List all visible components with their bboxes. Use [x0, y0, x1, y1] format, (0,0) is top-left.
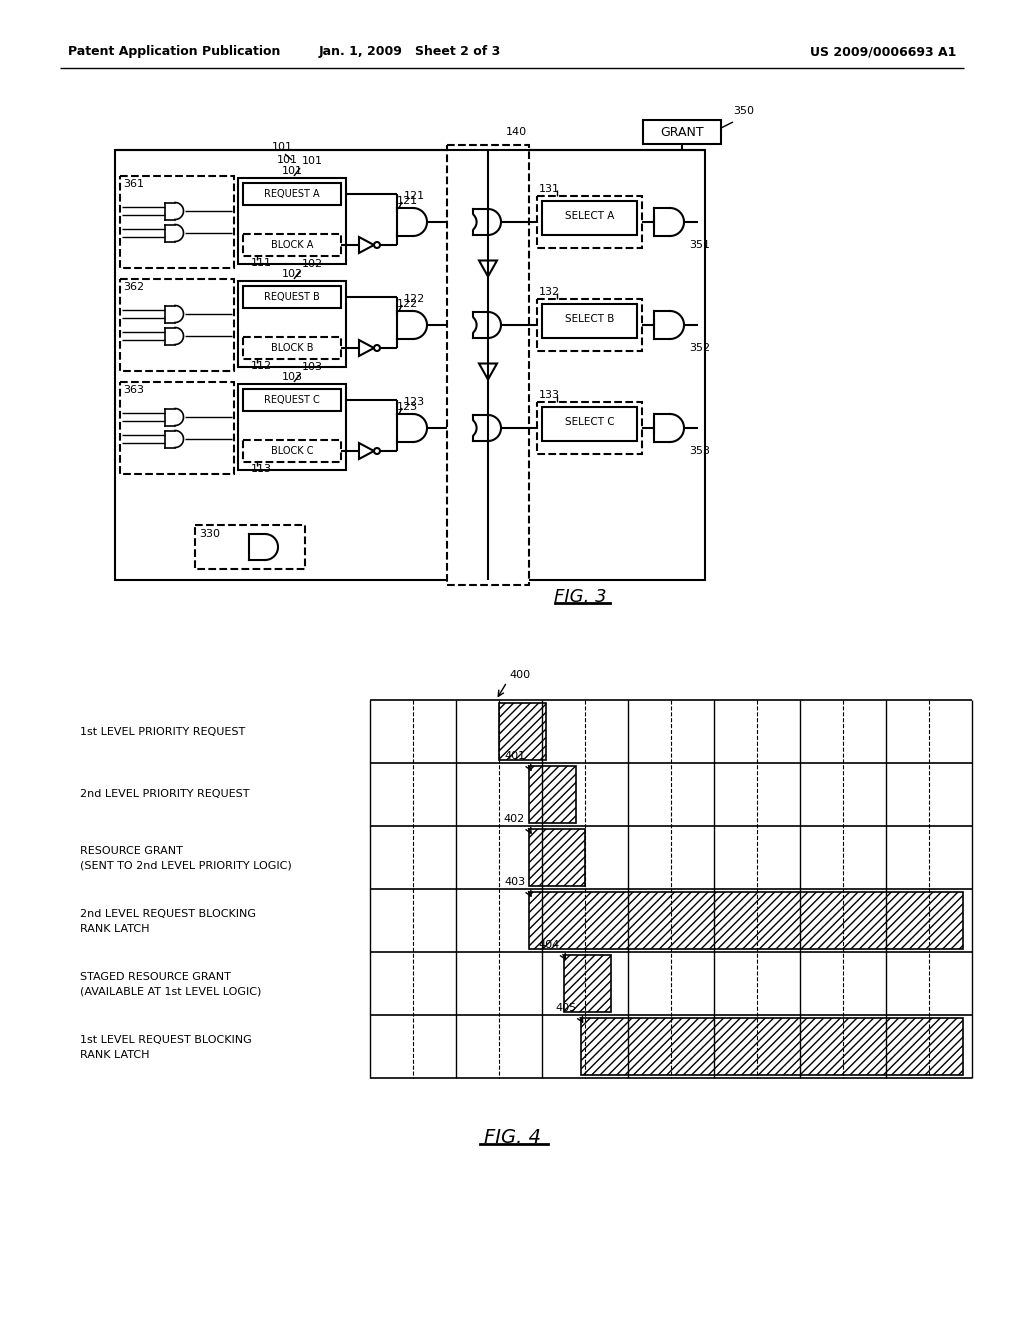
Text: 103: 103	[302, 362, 323, 372]
Bar	[243, 183, 341, 205]
Text: FIG. 4: FIG. 4	[483, 1129, 541, 1147]
Text: 404: 404	[539, 940, 559, 950]
Text: BLOCK B: BLOCK B	[270, 343, 313, 352]
Text: 102: 102	[282, 269, 302, 279]
Text: 113: 113	[251, 465, 272, 474]
Text: US 2009/0006693 A1: US 2009/0006693 A1	[810, 45, 956, 58]
Text: 131: 131	[539, 183, 560, 194]
Text: Jan. 1, 2009   Sheet 2 of 3: Jan. 1, 2009 Sheet 2 of 3	[318, 45, 501, 58]
Text: 103: 103	[282, 372, 302, 381]
Text: 121: 121	[397, 195, 418, 206]
Text: 121: 121	[404, 191, 425, 201]
Text: 123: 123	[404, 397, 425, 407]
Text: FIG. 3: FIG. 3	[554, 587, 606, 606]
Text: 122: 122	[404, 294, 425, 304]
Text: 101: 101	[278, 154, 298, 165]
Bar	[499, 704, 546, 760]
Text: 350: 350	[733, 106, 754, 116]
Text: 132: 132	[539, 286, 560, 297]
Text: 101: 101	[271, 143, 293, 152]
Text: 405: 405	[556, 1003, 577, 1012]
Bar	[542, 407, 637, 441]
Text: 362: 362	[123, 282, 144, 292]
Text: SELECT B: SELECT B	[565, 314, 614, 323]
Bar	[238, 281, 346, 367]
Text: (AVAILABLE AT 1st LEVEL LOGIC): (AVAILABLE AT 1st LEVEL LOGIC)	[80, 986, 261, 997]
Text: 133: 133	[539, 389, 560, 400]
Bar	[243, 337, 341, 359]
Bar	[537, 195, 642, 248]
Text: 2nd LEVEL PRIORITY REQUEST: 2nd LEVEL PRIORITY REQUEST	[80, 789, 250, 800]
Bar	[243, 234, 341, 256]
Text: RESOURCE GRANT: RESOURCE GRANT	[80, 846, 183, 855]
Text: RANK LATCH: RANK LATCH	[80, 1049, 150, 1060]
Bar	[120, 381, 234, 474]
Text: Patent Application Publication: Patent Application Publication	[68, 45, 281, 58]
Bar	[537, 403, 642, 454]
Text: 361: 361	[123, 180, 144, 189]
Text: 403: 403	[504, 876, 525, 887]
Text: RANK LATCH: RANK LATCH	[80, 924, 150, 933]
Text: 400: 400	[509, 671, 530, 680]
Text: 101: 101	[282, 166, 302, 176]
Text: (SENT TO 2nd LEVEL PRIORITY LOGIC): (SENT TO 2nd LEVEL PRIORITY LOGIC)	[80, 861, 292, 870]
Text: REQUEST C: REQUEST C	[264, 395, 319, 405]
Bar	[529, 892, 964, 949]
Bar	[542, 304, 637, 338]
Text: 101: 101	[302, 156, 323, 166]
Text: 353: 353	[689, 446, 710, 455]
Text: 330: 330	[199, 529, 220, 539]
Text: 2nd LEVEL REQUEST BLOCKING: 2nd LEVEL REQUEST BLOCKING	[80, 908, 256, 919]
Text: BLOCK C: BLOCK C	[270, 446, 313, 455]
Bar	[447, 145, 529, 585]
Bar	[537, 300, 642, 351]
Bar	[120, 279, 234, 371]
Text: REQUEST A: REQUEST A	[264, 189, 319, 199]
Bar	[115, 150, 705, 579]
Bar	[243, 440, 341, 462]
Bar	[563, 954, 610, 1012]
Bar	[643, 120, 721, 144]
Text: 122: 122	[397, 300, 418, 309]
Text: 1st LEVEL PRIORITY REQUEST: 1st LEVEL PRIORITY REQUEST	[80, 726, 246, 737]
Bar	[243, 389, 341, 411]
Bar	[238, 178, 346, 264]
Text: SELECT C: SELECT C	[564, 417, 614, 426]
Text: GRANT: GRANT	[660, 125, 703, 139]
Bar	[195, 525, 305, 569]
Text: BLOCK A: BLOCK A	[270, 240, 313, 249]
Text: 351: 351	[689, 240, 710, 249]
Text: 111: 111	[251, 257, 272, 268]
Text: STAGED RESOURCE GRANT: STAGED RESOURCE GRANT	[80, 972, 230, 982]
Text: 112: 112	[251, 360, 272, 371]
Text: SELECT A: SELECT A	[565, 211, 614, 220]
Text: 1st LEVEL REQUEST BLOCKING: 1st LEVEL REQUEST BLOCKING	[80, 1035, 252, 1044]
Bar	[120, 176, 234, 268]
Bar	[581, 1018, 964, 1074]
Bar	[542, 201, 637, 235]
Text: 402: 402	[504, 814, 525, 824]
Text: 352: 352	[689, 343, 710, 352]
Text: REQUEST B: REQUEST B	[264, 292, 319, 302]
Bar	[529, 766, 577, 822]
Text: 140: 140	[506, 127, 527, 137]
Text: 102: 102	[302, 259, 324, 269]
Text: 363: 363	[123, 385, 144, 395]
Text: 401: 401	[504, 751, 525, 762]
Text: 123: 123	[397, 403, 418, 412]
Bar	[529, 829, 585, 886]
Bar	[243, 286, 341, 308]
Bar	[238, 384, 346, 470]
